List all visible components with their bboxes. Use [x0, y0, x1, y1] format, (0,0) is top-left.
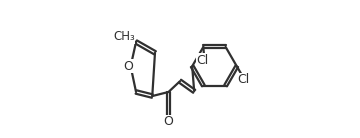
Text: CH₃: CH₃ — [113, 30, 135, 43]
Text: O: O — [124, 60, 134, 73]
Text: O: O — [163, 115, 174, 128]
Text: Cl: Cl — [197, 54, 209, 67]
Text: Cl: Cl — [238, 73, 250, 86]
